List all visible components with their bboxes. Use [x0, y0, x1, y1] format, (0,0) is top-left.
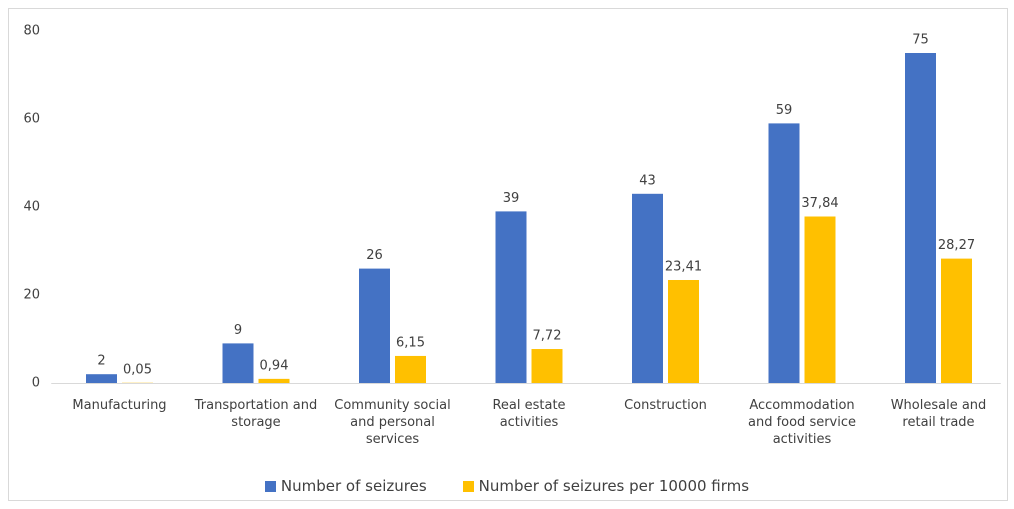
bar [495, 211, 527, 383]
data-label: 6,15 [396, 335, 425, 350]
bar [632, 193, 663, 383]
x-tick-label: Accommodation and food service activitie… [747, 398, 857, 447]
bar [804, 216, 836, 383]
x-tick-label: Manufacturing [72, 398, 167, 413]
legend-swatch [264, 480, 276, 492]
chart-border [8, 8, 1008, 501]
bar [86, 374, 117, 383]
data-label: 43 [639, 173, 656, 188]
y-tick-label: 0 [32, 376, 40, 391]
bar [395, 355, 426, 383]
data-label: 9 [234, 323, 242, 338]
bar [359, 268, 390, 383]
legend-item: Number of seizures per 10000 firms [462, 477, 750, 495]
data-label: 0,94 [260, 358, 289, 373]
data-label: 26 [366, 248, 383, 263]
x-tick-label: Community social and personal services [334, 398, 451, 447]
bar [531, 349, 563, 383]
bar [905, 53, 936, 383]
data-label: 23,41 [665, 259, 702, 274]
data-label: 7,72 [533, 329, 562, 344]
x-tick-label: Real estate activities [492, 398, 566, 430]
bar [258, 378, 290, 383]
y-tick-label: 60 [23, 112, 40, 127]
y-tick-label: 80 [23, 24, 40, 39]
data-label: 39 [503, 191, 520, 206]
x-tick-label: Construction [624, 398, 707, 413]
data-label: 37,84 [801, 196, 838, 211]
data-label: 28,27 [938, 238, 975, 253]
bar [222, 343, 254, 383]
bar [768, 123, 800, 384]
legend-label: Number of seizures per 10000 firms [478, 477, 750, 495]
legend-swatch [462, 480, 474, 492]
y-tick-label: 20 [23, 288, 40, 303]
bar [941, 258, 972, 383]
data-label: 59 [776, 103, 793, 118]
data-label: 75 [912, 33, 929, 48]
data-label: 2 [97, 354, 105, 369]
bar [668, 279, 699, 383]
data-label: 0,05 [123, 362, 152, 377]
x-tick-label: Transportation and storage [194, 398, 318, 430]
legend-label: Number of seizures [280, 477, 427, 495]
y-tick-label: 40 [23, 200, 40, 215]
legend: Number of seizures Number of seizures per… [0, 477, 1014, 495]
legend-item: Number of seizures [264, 477, 427, 495]
x-tick-label: Wholesale and retail trade [890, 398, 987, 430]
